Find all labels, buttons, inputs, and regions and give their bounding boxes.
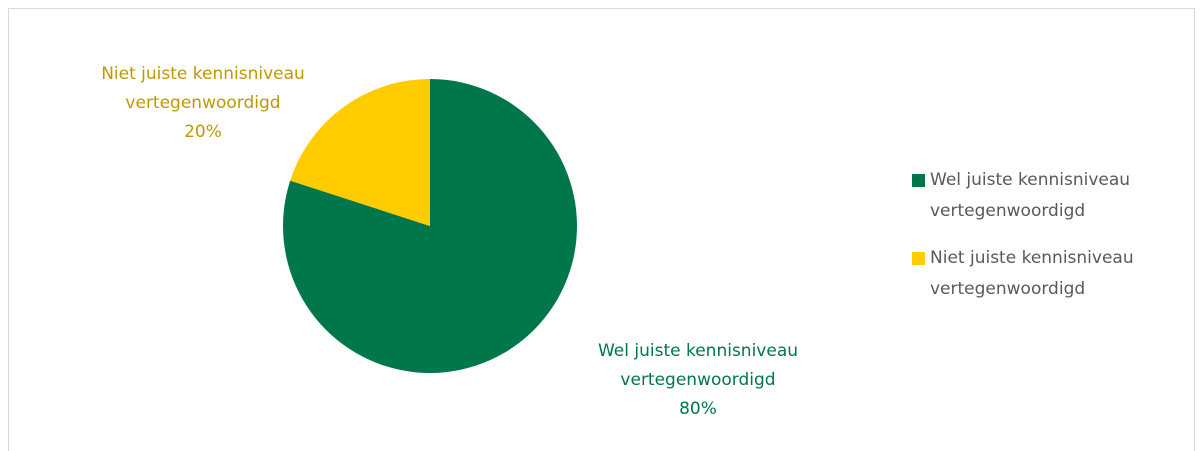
- legend-item: Wel juiste kennisniveau vertegenwoordigd: [912, 165, 1182, 227]
- data-label-category: Wel juiste kennisniveau vertegenwoordigd: [597, 341, 799, 390]
- legend-label: Niet juiste kennisniveau vertegenwoordig…: [930, 248, 1134, 299]
- chart-frame: [8, 8, 1195, 451]
- legend-item: Niet juiste kennisniveau vertegenwoordig…: [912, 243, 1182, 305]
- data-label: Niet juiste kennisniveau vertegenwoordig…: [73, 60, 333, 147]
- data-label-category: Niet juiste kennisniveau vertegenwoordig…: [101, 64, 305, 113]
- legend-swatch: [912, 174, 925, 187]
- legend-label: Wel juiste kennisniveau vertegenwoordigd: [930, 170, 1131, 221]
- pie-slice: [290, 79, 430, 226]
- data-label: Wel juiste kennisniveau vertegenwoordigd…: [568, 337, 828, 424]
- legend-swatch: [912, 252, 925, 265]
- data-label-value: 80%: [679, 399, 717, 419]
- data-label-value: 20%: [184, 122, 222, 142]
